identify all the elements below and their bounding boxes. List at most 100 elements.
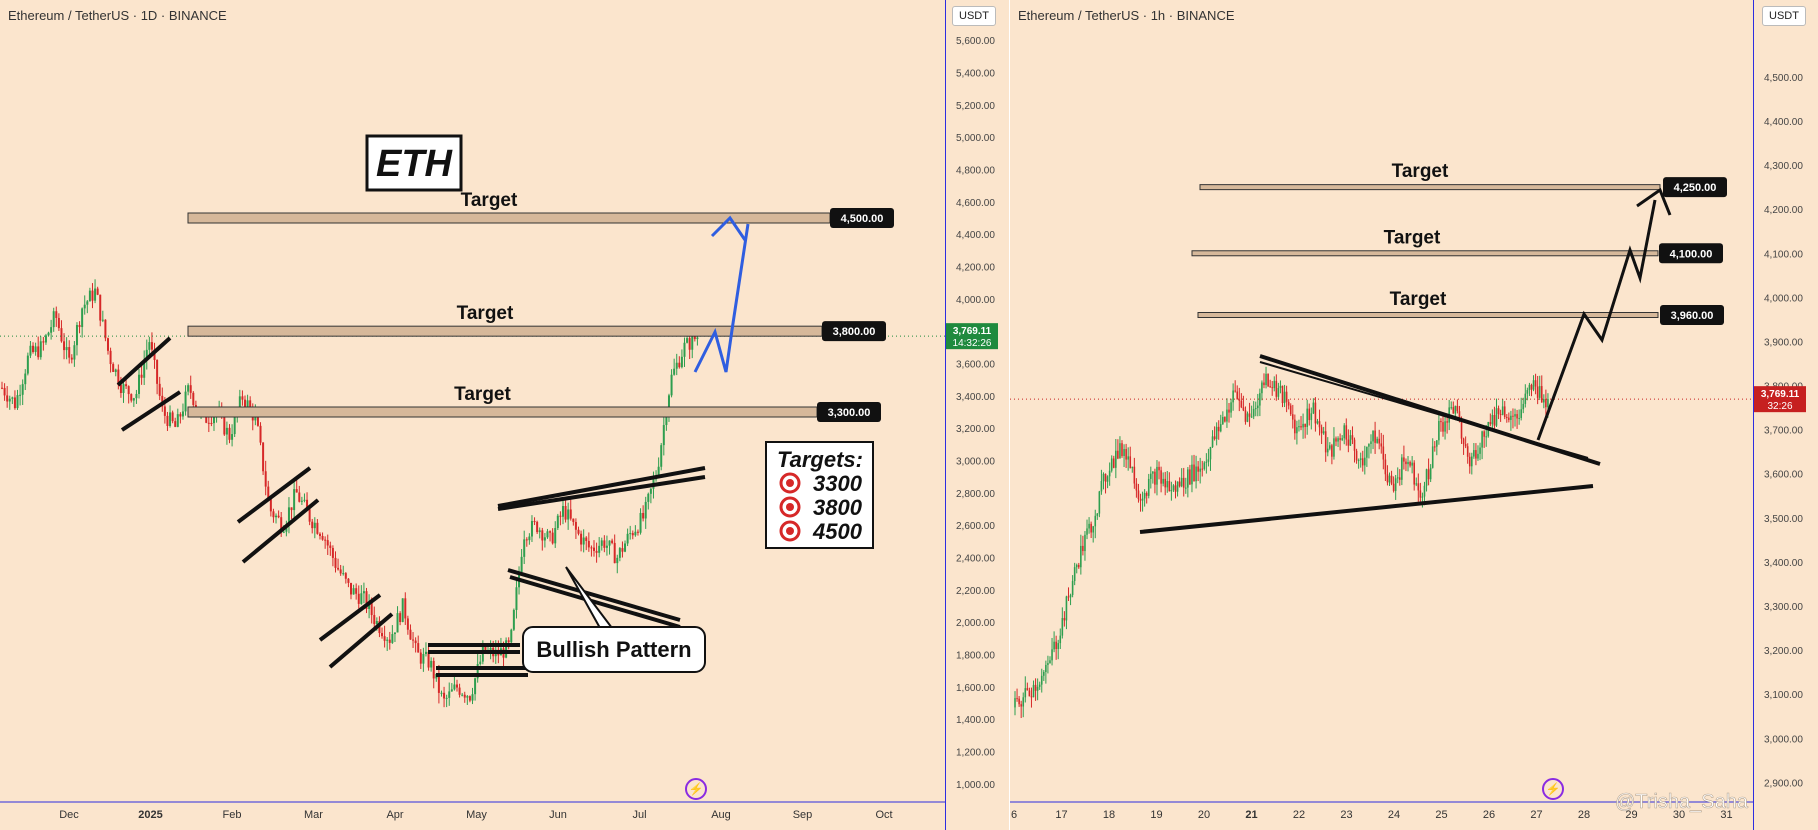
candle-body <box>1104 473 1107 482</box>
candle-body <box>1493 415 1496 426</box>
candle-body <box>184 391 187 412</box>
candle-body <box>515 587 518 610</box>
candle-body <box>1129 456 1132 469</box>
price-tick-label: 3,700.00 <box>1764 426 1803 437</box>
candle-body <box>370 601 373 616</box>
candle-body <box>1287 401 1290 406</box>
price-tick-label: 5,400.00 <box>956 69 995 80</box>
candle-body <box>574 521 577 530</box>
candle-body <box>419 652 422 664</box>
projection-path <box>1536 199 1657 441</box>
candle-body <box>1454 405 1457 414</box>
candle-body <box>1386 474 1389 483</box>
candle-body <box>1298 426 1300 428</box>
candle-body <box>1530 384 1533 390</box>
candle-body <box>275 515 278 518</box>
price-label-text: 4,100.00 <box>1670 248 1713 260</box>
target-label: Target <box>461 190 518 211</box>
price-tick-label: 2,400.00 <box>956 554 995 565</box>
candle-body <box>1014 698 1016 708</box>
candle-body <box>1230 402 1232 413</box>
candle-body <box>99 294 102 321</box>
currency-button[interactable]: USDT <box>952 6 996 26</box>
candle-body <box>1392 483 1395 491</box>
symbol-label-hourly: Ethereum / TetherUS · 1h · BINANCE <box>1018 8 1235 23</box>
candle-body <box>187 385 190 392</box>
candle-body <box>1184 487 1187 489</box>
candle-body <box>290 507 293 511</box>
candle-body <box>11 397 14 399</box>
candle-body <box>427 651 430 668</box>
candle-body <box>1417 483 1420 491</box>
candle-body <box>564 505 567 520</box>
last-price-tag <box>1754 386 1806 413</box>
candle-body <box>37 346 40 358</box>
price-axis-hourly[interactable]: USDT 2,900.00 3,000.00 3,100.00 3,200.00 3,3… <box>1753 0 1818 830</box>
time-tick-label: Oct <box>875 809 892 821</box>
candle-body <box>34 346 37 352</box>
candle-body <box>1464 444 1467 447</box>
candle-body <box>132 398 135 401</box>
candle-body <box>649 488 652 494</box>
candle-body <box>295 489 298 493</box>
candle-body <box>1034 684 1037 691</box>
last-price-value: 3,769.11 <box>1761 389 1800 400</box>
candle-body <box>158 383 161 396</box>
candle-body <box>1312 402 1315 414</box>
candle-body <box>55 311 58 318</box>
candle-body <box>1073 567 1076 582</box>
candle-body <box>101 319 104 321</box>
candle-body <box>1357 460 1360 462</box>
candle-body <box>298 492 301 502</box>
candle-body <box>443 692 446 699</box>
candle-body <box>1318 421 1321 428</box>
candle-body <box>1497 408 1500 414</box>
candle-body <box>1423 485 1426 497</box>
target-zone <box>1197 312 1659 318</box>
callout-text: Bullish Pattern <box>536 637 691 662</box>
candle-body <box>1277 387 1280 397</box>
hourly-chart-canvas[interactable]: 6 17 18 19 20 21 22 23 24 25 26 27 28 29 30 31 Target 4,2… <box>1010 0 1753 830</box>
daily-chart-canvas[interactable]: Dec 2025 Feb Mar Apr May Jun Jul Aug Sep Oct Target… <box>0 0 945 830</box>
candle-body <box>1092 526 1094 533</box>
candle-body <box>1458 411 1461 419</box>
candle-body <box>393 632 396 635</box>
candle-body <box>1411 462 1413 466</box>
hourly-chart-panel[interactable]: 6 17 18 19 20 21 22 23 24 25 26 27 28 29 30 31 Target 4,2… <box>1010 0 1818 830</box>
candle-body <box>391 634 394 643</box>
candle-body <box>530 521 533 537</box>
candle-body <box>533 521 536 523</box>
candle-body <box>321 535 324 540</box>
candle-body <box>138 374 141 394</box>
candle-body <box>1080 545 1082 568</box>
candle-body <box>153 349 156 361</box>
candle-body <box>476 664 479 679</box>
candle-body <box>1471 456 1473 467</box>
candle-body <box>1168 481 1171 492</box>
price-axis-daily[interactable]: USDT 1,000.00 1,200.00 1,400.00 1,600.00 1,8… <box>945 0 1010 830</box>
candle-body <box>1145 493 1148 496</box>
candle-body <box>1254 408 1257 410</box>
candle-body <box>1353 439 1356 451</box>
candle-body <box>546 531 549 538</box>
candle-body <box>580 533 583 545</box>
candle-body <box>1098 491 1101 514</box>
currency-button-hourly[interactable]: USDT <box>1762 6 1806 26</box>
candle-body <box>1364 457 1366 466</box>
candle-body <box>1115 450 1117 468</box>
daily-chart-panel[interactable]: Dec 2025 Feb Mar Apr May Jun Jul Aug Sep Oct Target… <box>0 0 945 830</box>
candle-body <box>225 427 228 435</box>
candle-body <box>1388 475 1391 483</box>
candle-body <box>450 689 453 692</box>
candle-body <box>179 414 182 417</box>
candle-body <box>1316 421 1319 424</box>
candle-body <box>1084 534 1086 552</box>
candle-body <box>1106 476 1109 482</box>
candle-body <box>339 569 342 574</box>
lightning-icon[interactable]: ⚡ <box>685 778 707 800</box>
lightning-icon-hourly[interactable]: ⚡ <box>1542 778 1564 800</box>
candle-body <box>1285 391 1288 402</box>
candle-body <box>1043 672 1045 676</box>
candle-body <box>39 341 42 358</box>
candle-body <box>231 434 234 440</box>
